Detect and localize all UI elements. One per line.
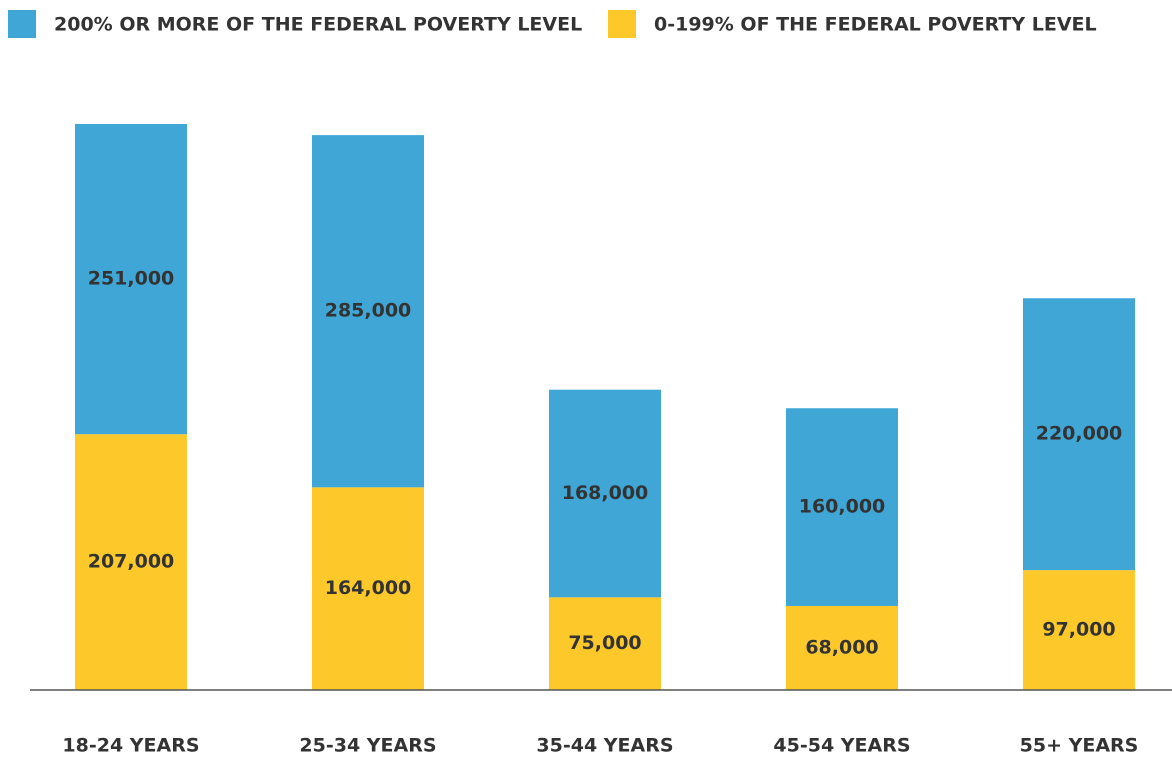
value-label: 97,000 (1042, 619, 1115, 641)
legend-swatch (608, 10, 636, 38)
bar-segment (1023, 570, 1135, 690)
bar-segment (312, 487, 424, 690)
x-tick-label: 55+ YEARS (1020, 735, 1139, 757)
bar-segment (75, 434, 187, 690)
value-label: 160,000 (799, 496, 886, 518)
value-label: 251,000 (88, 268, 175, 290)
legend-swatch (8, 10, 36, 38)
bar-segment (75, 124, 187, 435)
value-label: 75,000 (568, 632, 641, 654)
x-tick-label: 35-44 YEARS (536, 735, 673, 757)
bar-segment (786, 605, 898, 690)
bar-segment (312, 135, 424, 488)
bar-segment (786, 408, 898, 606)
x-tick-label: 45-54 YEARS (773, 735, 910, 757)
value-label: 207,000 (88, 551, 175, 573)
bar-segment (549, 389, 661, 598)
value-label: 285,000 (325, 300, 412, 322)
x-tick-label: 18-24 YEARS (62, 735, 199, 757)
bar-segment (1023, 298, 1135, 571)
legend-label: 200% OR MORE OF THE FEDERAL POVERTY LEVE… (54, 14, 582, 36)
legend-label: 0-199% OF THE FEDERAL POVERTY LEVEL (654, 14, 1097, 36)
value-label: 164,000 (325, 577, 412, 599)
value-label: 68,000 (805, 636, 878, 658)
value-label: 220,000 (1036, 423, 1123, 445)
bar-segment (549, 597, 661, 690)
x-tick-label: 25-34 YEARS (299, 735, 436, 757)
value-label: 168,000 (562, 482, 649, 504)
